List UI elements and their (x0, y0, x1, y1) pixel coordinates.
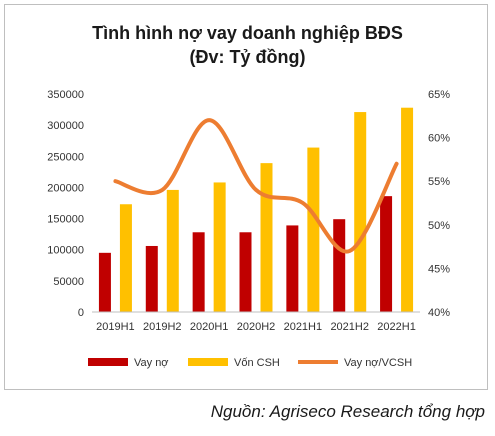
right-tick-label: 65% (428, 89, 450, 101)
left-tick-label: 250000 (47, 151, 84, 163)
left-axis: 0 50000 100000 150000 200000 250000 300000 3500… (47, 89, 84, 319)
right-tick-label: 45% (428, 263, 450, 275)
bar-von-csh (401, 107, 414, 313)
right-tick-label: 55% (428, 176, 450, 188)
bar-von-csh (213, 182, 226, 312)
bar-vay-no (98, 252, 111, 312)
legend-label: Vay nợ (134, 357, 169, 369)
right-tick-label: 60% (428, 133, 450, 145)
x-tick-label: 2019H2 (143, 321, 182, 333)
bar-von-csh (307, 147, 320, 312)
bar-vay-no (239, 232, 252, 312)
left-tick-label: 0 (78, 307, 84, 319)
left-tick-label: 150000 (47, 214, 84, 226)
legend-swatch (188, 358, 228, 366)
legend: Vay nợ Vốn CSH Vay nợ/VCSH (88, 357, 412, 369)
right-tick-label: 50% (428, 220, 450, 232)
right-axis: 40% 45% 50% 55% 60% 65% (428, 89, 450, 319)
bar-von-csh (119, 204, 132, 312)
bar-vay-no (145, 245, 158, 312)
bar-vay-no (380, 196, 393, 312)
legend-label: Vay nợ/VCSH (344, 357, 412, 369)
bar-series (98, 107, 414, 313)
left-tick-label: 350000 (47, 89, 84, 101)
source-note: Nguồn: Agriseco Research tổng hợp (210, 402, 485, 421)
bar-vay-no (286, 225, 299, 312)
x-tick-label: 2019H1 (96, 321, 135, 333)
x-axis: 2019H1 2019H2 2020H1 2020H2 2021H1 2021H2 2022… (92, 311, 420, 333)
right-tick-label: 40% (428, 307, 450, 319)
chart-subtitle: (Đv: Tỷ đồng) (189, 47, 306, 67)
bar-von-csh (166, 189, 179, 312)
x-tick-label: 2020H2 (237, 321, 276, 333)
x-tick-label: 2021H1 (284, 321, 323, 333)
bar-von-csh (354, 112, 367, 312)
legend-swatch (88, 358, 128, 366)
left-tick-label: 300000 (47, 120, 84, 132)
bar-vay-no (192, 232, 205, 312)
left-tick-label: 100000 (47, 245, 84, 257)
chart-title: Tình hình nợ vay doanh nghiệp BĐS (92, 23, 403, 43)
left-tick-label: 200000 (47, 182, 84, 194)
legend-label: Vốn CSH (234, 357, 280, 369)
x-tick-label: 2020H1 (190, 321, 229, 333)
left-tick-label: 50000 (53, 276, 84, 288)
bar-von-csh (260, 163, 273, 312)
bar-vay-no (333, 219, 346, 312)
line-series (113, 118, 399, 254)
x-tick-label: 2022H1 (377, 321, 416, 333)
x-tick-label: 2021H2 (330, 321, 369, 333)
